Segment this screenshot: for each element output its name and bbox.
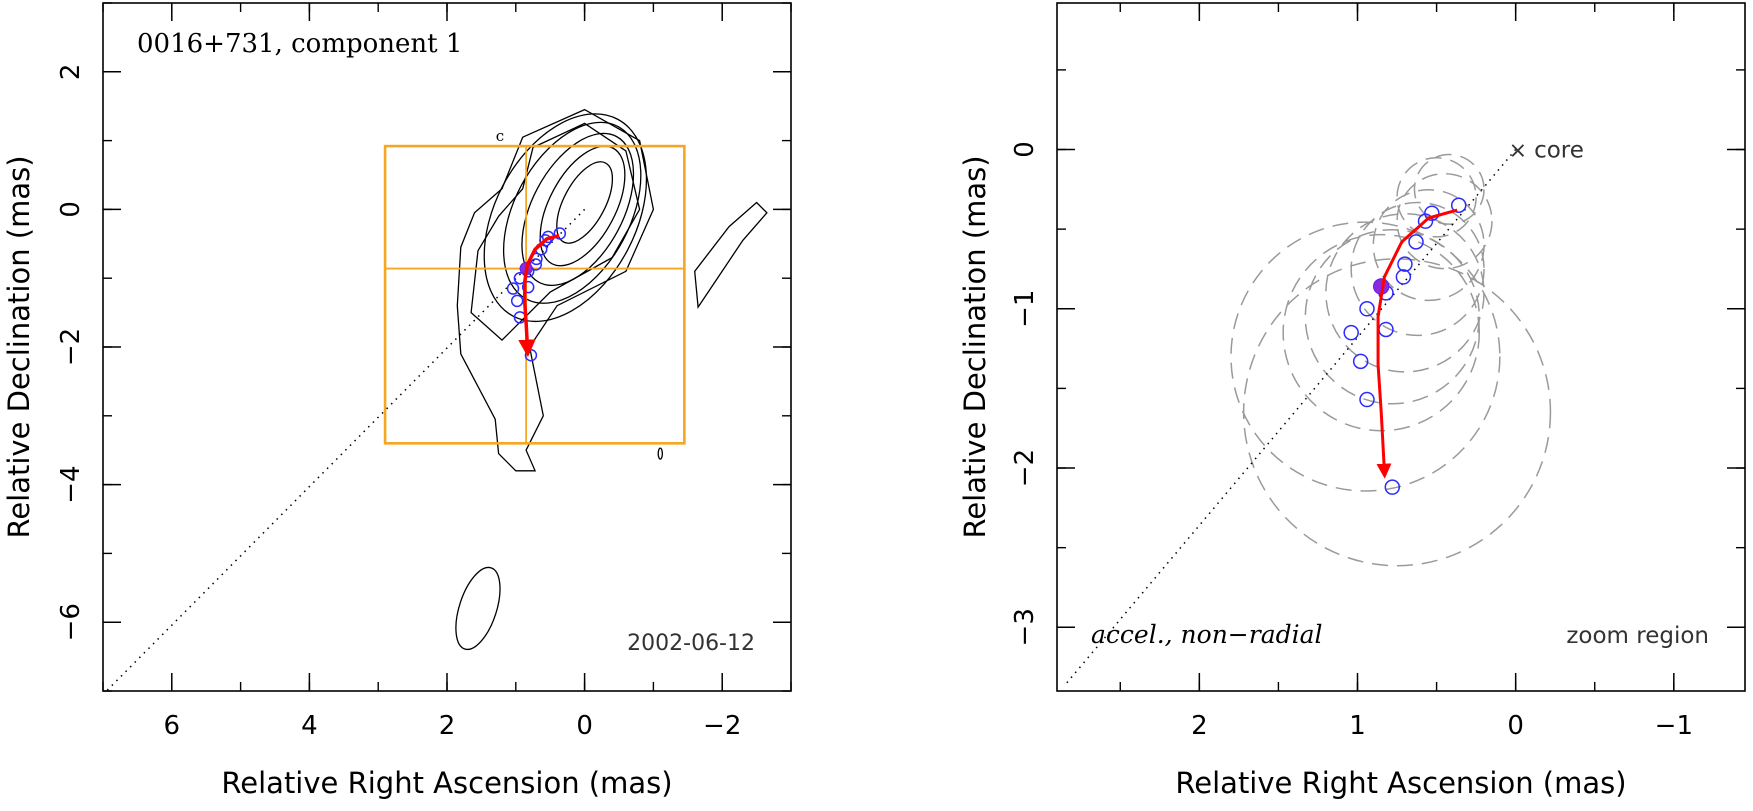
left-y-tick-label: −4 <box>56 465 86 503</box>
contour-east-blob <box>694 201 768 309</box>
right-y-tick-label: −3 <box>1010 608 1040 646</box>
left-component-position <box>521 280 535 294</box>
core-label-text: core <box>1534 138 1584 164</box>
right-x-tick-label: 2 <box>1191 711 1208 741</box>
right-x-tick-label: 1 <box>1349 711 1366 741</box>
left-data-marks <box>105 208 586 692</box>
right-component-position <box>1352 353 1369 370</box>
component-size-circle <box>1413 153 1485 225</box>
component-size-circle <box>1230 221 1501 492</box>
right-ridge-line <box>1064 149 1517 686</box>
right-y-tick-label: −1 <box>1010 290 1040 328</box>
right-component-position <box>1343 324 1359 341</box>
right-component-position <box>1450 197 1467 214</box>
right-velocity-track <box>1376 208 1458 479</box>
component-size-circle <box>1242 258 1552 567</box>
left-contour-map <box>455 108 768 651</box>
contour-south-blob <box>455 566 501 651</box>
right-x-tick-label: 0 <box>1507 711 1524 741</box>
left-component-position <box>553 227 567 240</box>
left-y-tick-label: 0 <box>56 201 86 218</box>
right-x-axis-label: Relative Right Ascension (mas) <box>1175 766 1626 800</box>
left-ticks: 6 4 2 0 −2 2 0 −2 −4 −6 <box>56 2 792 741</box>
right-component-position <box>1397 256 1413 272</box>
left-x-tick-label: 6 <box>164 711 181 741</box>
left-y-tick-label: −2 <box>56 328 86 366</box>
right-y-tick-label: 0 <box>1010 141 1040 158</box>
component-size-circle <box>1304 229 1481 405</box>
left-y-tick-label: 2 <box>56 64 86 81</box>
left-panel: 6 4 2 0 −2 2 0 −2 −4 −6 0016+731, component 1 200… <box>2 2 792 800</box>
right-panel: 2 1 0 −1 0 −1 −2 −3 × core accel., non−radial z… <box>958 2 1746 800</box>
right-component-position <box>1408 234 1424 250</box>
left-y-axis-label: Relative Declination (mas) <box>2 155 36 538</box>
contour-small-blob <box>657 447 663 460</box>
right-annotation: accel., non−radial <box>1091 620 1323 649</box>
right-x-tick-label: −1 <box>1655 711 1693 741</box>
left-x-tick-label: 0 <box>576 711 593 741</box>
right-component-position <box>1417 213 1434 229</box>
right-component-position <box>1395 269 1412 285</box>
right-component-position <box>1359 391 1375 408</box>
component-size-circle <box>1396 157 1477 238</box>
right-core-label: × core <box>1509 138 1584 164</box>
left-velocity-track <box>518 233 560 358</box>
component-size-circle <box>1350 201 1485 337</box>
left-x-tick-label: 2 <box>439 711 456 741</box>
left-ridge-line <box>105 208 586 692</box>
right-region-label: zoom region <box>1566 623 1709 649</box>
component-size-circle <box>1372 188 1485 302</box>
left-x-axis-label: Relative Right Ascension (mas) <box>221 766 672 800</box>
left-date-label: 2002-06-12 <box>627 631 755 656</box>
component-size-circle <box>1396 172 1493 270</box>
left-component-position <box>506 282 520 295</box>
contour-level <box>502 121 642 304</box>
right-component-position <box>1359 301 1375 317</box>
right-component-position <box>1384 479 1401 495</box>
right-y-axis-label: Relative Declination (mas) <box>958 155 992 538</box>
core-cross-marker: × <box>1509 139 1534 164</box>
right-data-marks <box>1064 149 1517 686</box>
contour-level <box>483 113 648 323</box>
left-core-label: c <box>496 127 504 145</box>
zoom-box-outline <box>383 144 686 445</box>
left-x-tick-label: −2 <box>703 711 741 741</box>
left-component-position <box>510 294 524 308</box>
left-x-tick-label: 4 <box>301 711 318 741</box>
left-y-tick-label: −6 <box>56 603 86 641</box>
contour-outer <box>456 108 655 472</box>
right-y-tick-label: −2 <box>1010 449 1040 487</box>
right-plot-frame <box>1056 2 1746 692</box>
right-ticks: 2 1 0 −1 0 −1 −2 −3 <box>1010 3 1745 741</box>
contour-level <box>539 145 626 267</box>
contour-level <box>521 132 635 286</box>
left-title: 0016+731, component 1 <box>137 29 462 59</box>
contour-level <box>556 161 614 244</box>
right-component-size-circles <box>1230 153 1552 567</box>
left-plot-frame <box>102 2 792 692</box>
